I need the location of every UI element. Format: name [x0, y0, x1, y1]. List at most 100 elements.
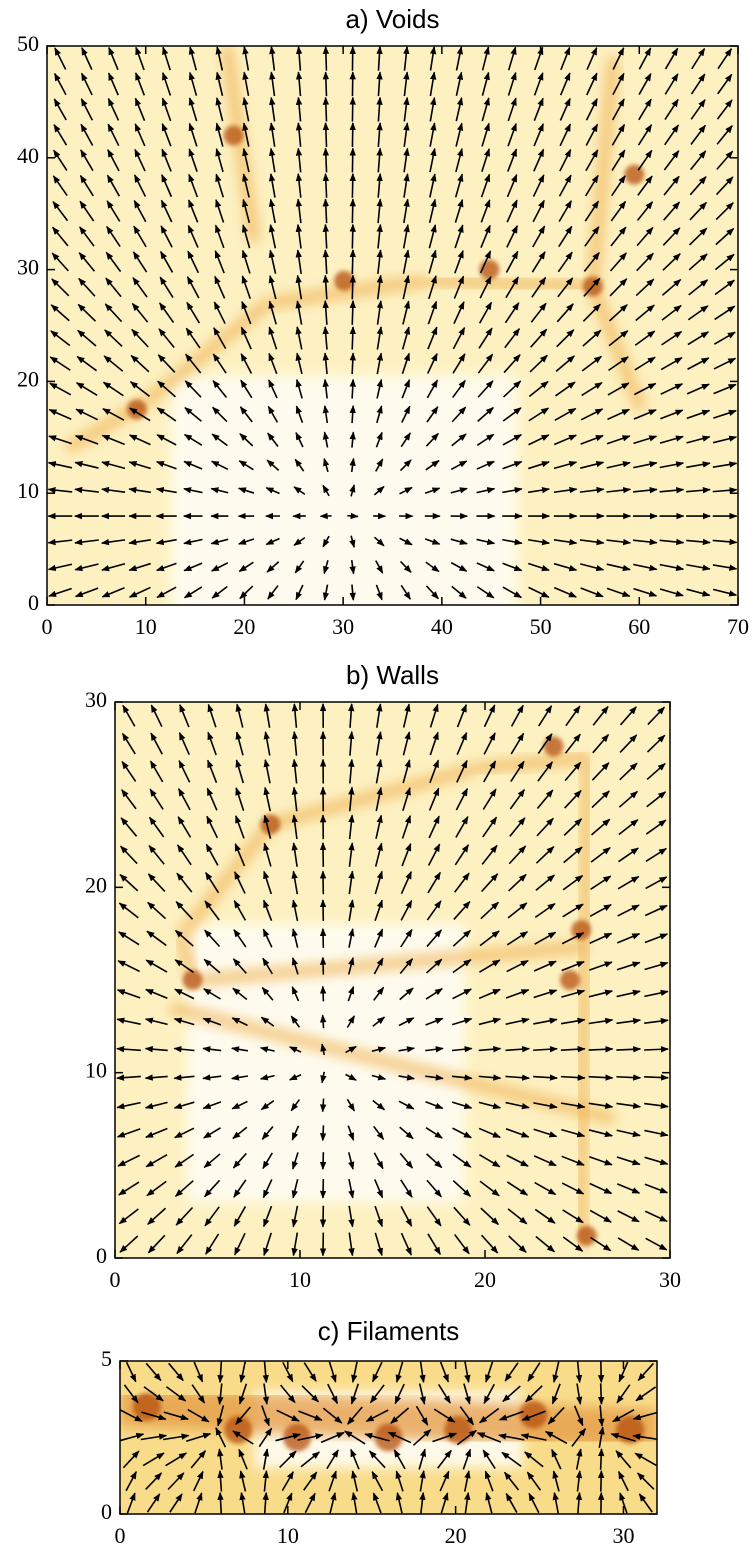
arrow	[717, 73, 733, 95]
arrow	[217, 1448, 224, 1470]
arrow	[636, 226, 654, 247]
arrow	[173, 1074, 195, 1081]
arrow	[398, 1100, 415, 1110]
arrow	[348, 703, 355, 728]
arrow	[686, 487, 711, 494]
frame	[114, 701, 671, 1259]
arrow	[580, 408, 604, 421]
arrow	[429, 703, 439, 728]
arrow	[686, 588, 711, 597]
arrow	[53, 98, 67, 121]
arrow	[347, 956, 355, 975]
arrow	[533, 72, 544, 96]
arrow	[401, 842, 412, 867]
arrow	[240, 326, 252, 350]
arrow	[456, 759, 468, 783]
arrow	[403, 71, 410, 97]
arrow	[160, 225, 173, 248]
arrow	[52, 200, 69, 222]
arrow	[608, 330, 629, 347]
arrow	[426, 900, 442, 921]
arrow	[162, 46, 171, 71]
arrow	[454, 249, 464, 274]
arrow	[454, 173, 464, 198]
arrow	[375, 814, 383, 839]
arrow	[646, 734, 666, 753]
y-tick-label: 30	[85, 687, 107, 712]
arrow	[240, 353, 253, 374]
arrow	[506, 1181, 529, 1196]
arrow	[204, 900, 220, 921]
arrow	[348, 928, 355, 948]
frame	[119, 1360, 658, 1515]
arrow	[376, 147, 383, 173]
arrow	[425, 958, 443, 974]
arrow	[347, 1152, 355, 1170]
arrow	[193, 1361, 204, 1383]
arrow	[616, 1183, 641, 1194]
arrow	[553, 460, 578, 470]
arrow	[349, 352, 356, 375]
arrow	[425, 585, 439, 600]
arrow	[376, 326, 384, 350]
arrow	[428, 198, 437, 224]
arrow	[51, 278, 70, 297]
arrow	[134, 148, 146, 172]
arrow	[564, 761, 582, 782]
arrow	[235, 787, 245, 811]
arrow	[615, 1450, 632, 1469]
arrow	[439, 1361, 450, 1383]
arrow	[348, 814, 355, 840]
arrow	[47, 538, 73, 546]
arrow	[129, 407, 151, 422]
arrow	[400, 928, 413, 948]
arrow	[322, 1407, 343, 1424]
arrow	[481, 97, 490, 122]
arrow	[534, 1181, 557, 1196]
arrow	[505, 250, 519, 273]
arrow	[715, 227, 735, 246]
arrow	[506, 931, 529, 946]
arrow	[235, 731, 244, 756]
arrow	[425, 1101, 444, 1110]
arrow	[80, 72, 93, 96]
arrow	[429, 759, 440, 784]
arrow	[259, 1046, 275, 1053]
arrow	[241, 275, 252, 299]
arrow	[215, 1427, 227, 1448]
arrow	[119, 1235, 139, 1253]
arrow	[524, 1451, 544, 1468]
arrow	[638, 98, 652, 121]
filament	[575, 757, 593, 1247]
arrow	[588, 1129, 614, 1138]
arrow	[536, 817, 554, 837]
arrow	[452, 353, 466, 374]
arrow	[176, 844, 192, 866]
arrow	[607, 408, 631, 421]
arrow	[592, 733, 610, 754]
arrow	[575, 1448, 583, 1470]
arrow	[453, 1206, 471, 1226]
arrow	[262, 1361, 269, 1384]
arrow	[295, 584, 304, 601]
arrow	[235, 703, 244, 728]
arrow	[295, 249, 302, 274]
arrow	[242, 198, 251, 223]
arrow	[505, 1045, 531, 1053]
arrow	[238, 561, 254, 573]
arrow	[402, 787, 411, 812]
arrow	[609, 278, 628, 297]
arrow	[558, 174, 572, 197]
arrow	[120, 845, 138, 865]
arrow	[425, 1074, 444, 1081]
arrow	[575, 1491, 583, 1514]
arrow	[147, 873, 166, 892]
arrow	[133, 199, 147, 223]
arrow	[562, 1209, 584, 1224]
arrow	[48, 435, 72, 445]
arrow	[263, 758, 271, 784]
arrow	[349, 274, 356, 300]
arrow	[616, 1156, 641, 1166]
arrow	[479, 275, 492, 299]
arrow	[217, 1383, 224, 1405]
